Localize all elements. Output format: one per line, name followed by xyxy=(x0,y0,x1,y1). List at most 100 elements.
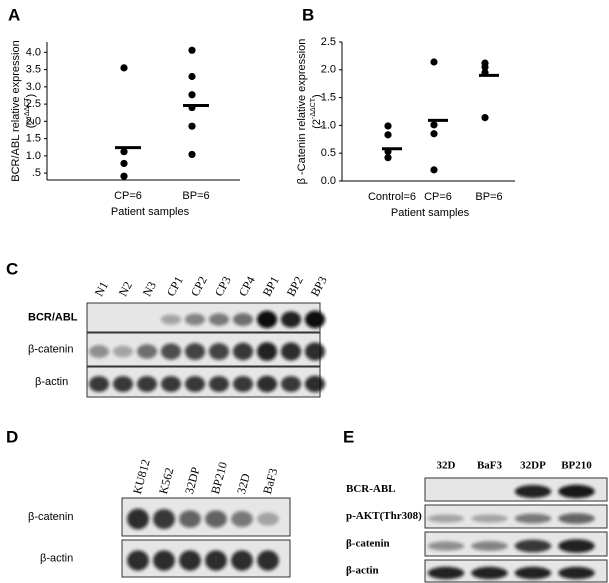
x-axis-title: Patient samples xyxy=(111,206,190,218)
band xyxy=(112,345,134,358)
lane-label: N1 xyxy=(92,279,111,299)
data-point xyxy=(481,114,489,122)
band xyxy=(256,310,278,329)
row-label: β-actin xyxy=(40,552,73,564)
band xyxy=(427,541,465,551)
band xyxy=(112,376,134,392)
panel-label: C xyxy=(6,259,18,278)
panel-label: A xyxy=(8,5,20,24)
panel-label: D xyxy=(6,427,18,446)
row-label: BCR-ABL xyxy=(346,483,396,495)
row-label: BCR/ABL xyxy=(28,311,78,323)
data-point xyxy=(384,131,392,139)
lane-label: BaF3 xyxy=(260,467,280,496)
band xyxy=(280,342,302,361)
band xyxy=(558,566,595,580)
x-tick-label: CP=6 xyxy=(424,191,452,203)
band xyxy=(257,550,279,571)
data-point xyxy=(188,46,196,54)
data-point xyxy=(120,148,128,156)
band xyxy=(558,484,595,499)
data-point xyxy=(430,166,438,174)
band xyxy=(231,550,253,571)
band xyxy=(232,313,254,326)
row-label: β-catenin xyxy=(28,343,73,355)
band xyxy=(427,566,465,580)
band xyxy=(304,375,326,393)
band xyxy=(558,513,595,524)
band xyxy=(179,550,201,571)
band xyxy=(184,376,206,392)
x-axis-title: Patient samples xyxy=(391,207,470,219)
lane-label: 32DP xyxy=(520,460,546,472)
panel-label: E xyxy=(343,427,354,446)
band xyxy=(256,342,278,361)
y-tick-label: 1.0 xyxy=(26,150,41,162)
y-tick-label: 1.0 xyxy=(321,119,336,131)
band xyxy=(160,376,182,392)
band xyxy=(153,508,175,530)
y-tick-label: 0.5 xyxy=(321,147,336,159)
blot-strip xyxy=(86,332,321,367)
band xyxy=(208,376,230,392)
data-point xyxy=(120,172,128,180)
lane-label: K562 xyxy=(156,466,176,495)
band xyxy=(304,310,326,329)
data-point xyxy=(481,63,489,71)
data-point xyxy=(430,130,438,138)
y-tick-label: 2.0 xyxy=(26,115,41,127)
data-point xyxy=(120,64,128,72)
lane-label: 32DP xyxy=(182,465,203,495)
lane-label: BaF3 xyxy=(477,460,503,472)
unit-exponent: -ΔΔCT xyxy=(24,97,31,119)
band xyxy=(257,512,279,526)
y-axis-unit: (2-ΔΔCT) xyxy=(310,94,323,128)
lane-label: N3 xyxy=(140,279,159,299)
band xyxy=(471,566,508,580)
y-tick-label: 1.5 xyxy=(26,133,41,145)
y-tick-label: 3.0 xyxy=(26,81,41,93)
band xyxy=(471,514,508,523)
unit-close: ) xyxy=(311,94,323,98)
row-label: β-catenin xyxy=(346,538,390,550)
band xyxy=(205,550,227,571)
lane-label: CP3 xyxy=(212,274,234,299)
lane-label: BP2 xyxy=(284,274,306,299)
unit-exponent: -ΔΔCT xyxy=(310,97,317,119)
band xyxy=(160,343,182,360)
data-point xyxy=(384,154,392,162)
y-tick-label: 4.0 xyxy=(26,46,41,58)
band xyxy=(558,539,595,553)
y-axis-title: β -Catenin relative expression xyxy=(296,39,308,185)
band xyxy=(304,342,326,361)
band xyxy=(427,514,465,523)
blot-strip xyxy=(424,504,608,529)
band xyxy=(231,511,253,527)
band xyxy=(88,345,110,358)
lane-label: CP4 xyxy=(236,274,258,299)
x-tick-label: Control=6 xyxy=(368,191,416,203)
row-label: β-actin xyxy=(346,565,379,577)
band xyxy=(136,376,158,392)
band xyxy=(184,343,206,360)
lane-label: N2 xyxy=(116,279,135,299)
lane-label: BP3 xyxy=(308,274,330,299)
lane-label: BP210 xyxy=(208,460,230,495)
data-point xyxy=(188,91,196,99)
lane-label: BP1 xyxy=(260,274,282,299)
unit-base: (2 xyxy=(25,118,37,128)
unit-base: (2 xyxy=(311,119,323,129)
lane-label: KU812 xyxy=(130,458,153,496)
y-tick-label: 2.5 xyxy=(321,36,336,48)
band xyxy=(514,513,552,524)
band xyxy=(232,342,254,361)
band xyxy=(184,313,206,326)
data-point xyxy=(188,122,196,130)
data-point xyxy=(120,159,128,168)
y-axis-unit: (2-ΔΔCT) xyxy=(24,94,37,128)
band xyxy=(256,375,278,393)
row-label: p-AKT(Thr308) xyxy=(346,510,422,522)
data-point xyxy=(188,150,196,159)
band xyxy=(514,485,552,498)
